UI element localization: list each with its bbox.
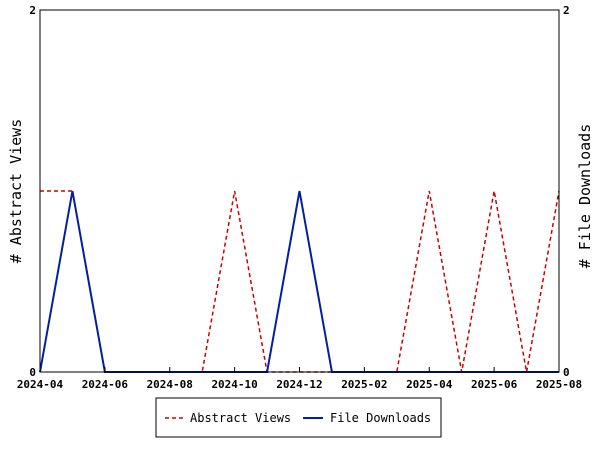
x-tick-label: 2025-04 [406, 378, 453, 391]
x-tick-label: 2025-08 [536, 378, 582, 391]
legend-label-abstract-views: Abstract Views [190, 411, 291, 425]
y-axis-right-title: # File Downloads [576, 124, 594, 269]
x-tick-label: 2024-04 [17, 378, 64, 391]
y-axes: 0 2 0 2 [29, 4, 569, 379]
y-left-tick-label: 2 [29, 4, 36, 17]
x-tick-label: 2024-06 [82, 378, 129, 391]
series-line-abstract-views [40, 190, 560, 373]
x-tick-label: 2025-02 [341, 378, 387, 391]
y-left-tick-label: 0 [29, 366, 36, 379]
y-right-tick-label: 0 [563, 366, 570, 379]
plot-marks [39, 190, 560, 373]
x-tick-label: 2024-08 [147, 378, 193, 391]
x-tick-label: 2024-12 [276, 378, 322, 391]
legend-box [155, 397, 442, 438]
x-tick-label: 2024-10 [211, 378, 257, 391]
legend-label-file-downloads: File Downloads [330, 411, 431, 425]
legend: Abstract Views File Downloads [155, 397, 442, 438]
x-tick-label: 2025-06 [471, 378, 518, 391]
series-line-file-downloads [39, 190, 559, 373]
y-axis-left-title: # Abstract Views [7, 119, 25, 264]
y-right-tick-label: 2 [563, 4, 570, 17]
x-axis: 2024-04 2024-06 2024-08 2024-10 2024-12 2025-… [17, 367, 582, 391]
